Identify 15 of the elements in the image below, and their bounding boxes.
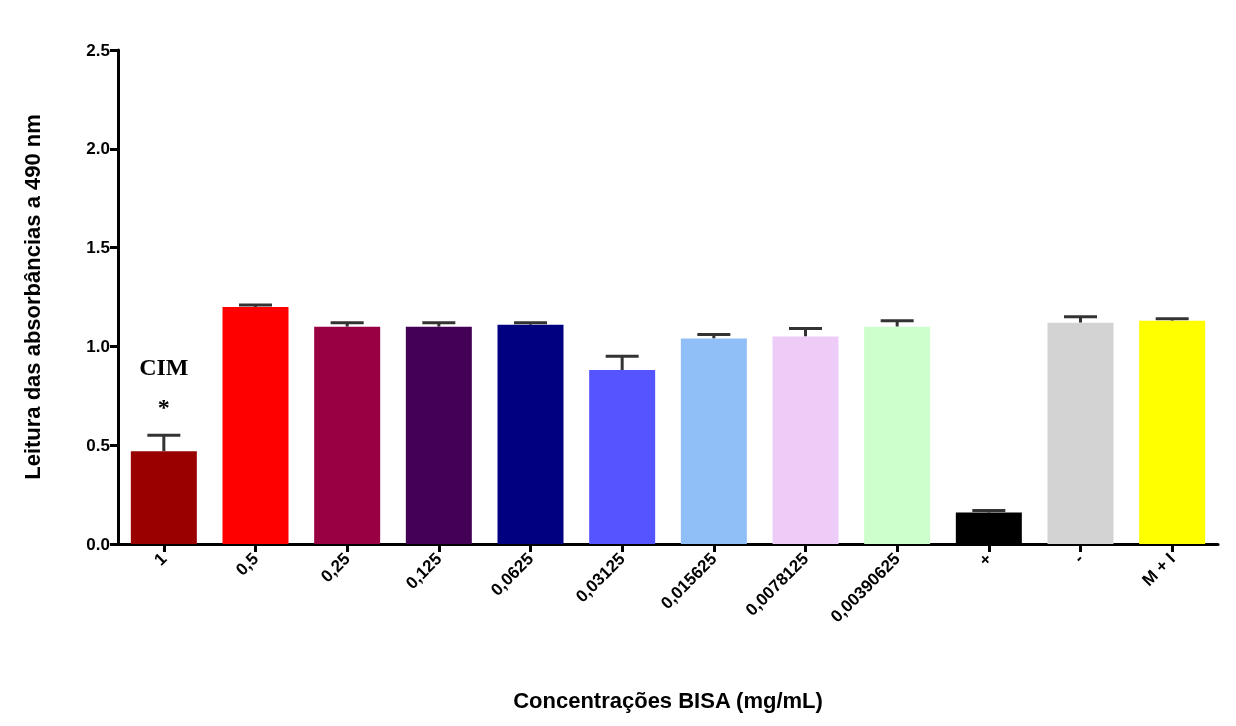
x-tick-label: - <box>1069 549 1088 567</box>
x-tick-label: 1 <box>150 549 171 570</box>
y-tick-label: 2.5 <box>86 40 110 60</box>
x-tick-label: 0,5 <box>232 549 263 580</box>
y-tick-label: 0.5 <box>86 435 110 455</box>
y-tick-label: 1.5 <box>86 238 110 258</box>
annotation: CIM <box>139 354 189 381</box>
y-tick-label: 0.0 <box>86 534 110 554</box>
x-axis-title: Concentrações BISA (mg/mL) <box>513 687 823 713</box>
y-tick-label: 1.0 <box>86 336 110 356</box>
annotation: * <box>157 394 170 421</box>
y-axis-title: Leitura das absorbâncias a 490 nm <box>19 114 45 480</box>
x-tick-label: + <box>975 549 996 570</box>
x-tick-label: M + I <box>1138 549 1179 590</box>
y-tick-label: 2.0 <box>86 139 110 159</box>
